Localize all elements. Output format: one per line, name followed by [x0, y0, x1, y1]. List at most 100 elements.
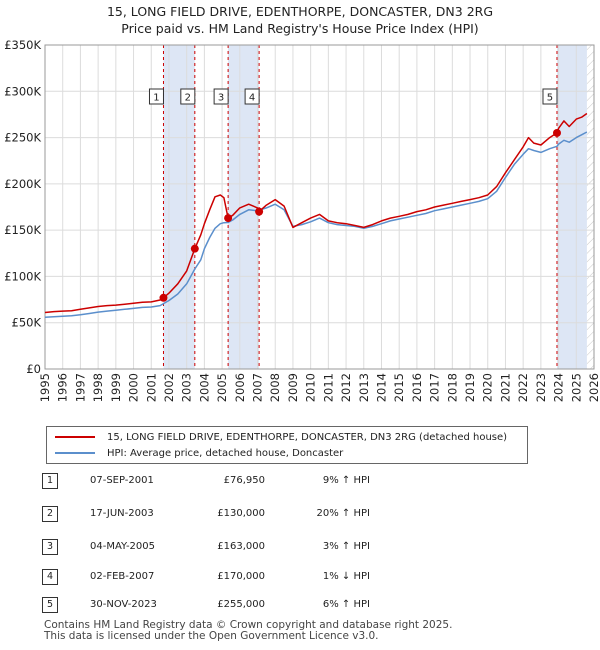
sale-label-box [244, 88, 260, 105]
sale-number-badge: 5 [42, 597, 58, 613]
sale-label: 2 [185, 93, 191, 104]
x-tick-label: 1996 [56, 373, 70, 402]
x-tick-label: 1998 [91, 373, 105, 402]
x-tick-label: 2001 [144, 373, 158, 402]
plot-frame [44, 44, 595, 370]
footer-licence: This data is licensed under the Open Gov… [44, 630, 379, 642]
legend-item-property: 15, LONG FIELD DRIVE, EDENTHORPE, DONCAS… [55, 429, 507, 445]
sale-label: 4 [249, 93, 255, 104]
sale-point [159, 293, 168, 302]
y-tick-label: £250K [4, 131, 41, 145]
sale-markers: 1 2 3 4 5 [148, 88, 561, 302]
legend-swatch-property [55, 436, 95, 438]
x-tick-label: 2020 [481, 373, 495, 402]
sale-label: 5 [547, 93, 553, 104]
title-line-1: 15, LONG FIELD DRIVE, EDENTHORPE, DONCAS… [106, 4, 494, 19]
chart-title: 15, LONG FIELD DRIVE, EDENTHORPE, DONCAS… [0, 3, 600, 37]
x-tick-label: 2006 [233, 373, 247, 402]
x-tick-label: 2007 [251, 373, 265, 402]
sale-hpi-diff: 9% ↑ HPI [322, 475, 370, 486]
x-tick-label: 2013 [357, 373, 371, 402]
sale-row: 2 17-JUN-2003 £130,000 20% ↑ HPI [0, 505, 600, 525]
sale-point [255, 207, 264, 216]
x-tick-label: 2015 [392, 373, 406, 402]
axes: £0 £50K £100K £150K £200K £250K £300K £350K 1995… [4, 38, 600, 402]
future-hatch [586, 45, 594, 369]
x-tick-label: 2011 [321, 373, 335, 402]
sale-date: 07-SEP-2001 [90, 475, 154, 486]
x-tick-label: 2004 [197, 373, 211, 402]
x-tick-label: 2014 [374, 373, 388, 402]
x-tick-label: 1997 [73, 373, 87, 402]
sale-label: 1 [153, 93, 159, 104]
sale-label-box [180, 88, 196, 105]
y-tick-label: £100K [4, 269, 41, 283]
x-tick-label: 2009 [286, 373, 300, 402]
sale-point [224, 214, 233, 223]
x-tick-label: 2018 [445, 373, 459, 402]
legend-label-property: 15, LONG FIELD DRIVE, EDENTHORPE, DONCAS… [107, 431, 508, 443]
y-tick-label: £0 [26, 362, 41, 376]
series-line-hpi [44, 131, 588, 318]
x-tick-label: 2008 [268, 373, 282, 402]
sale-number-badge: 4 [42, 569, 58, 585]
sale-date: 04-MAY-2005 [90, 541, 156, 552]
series [44, 112, 588, 318]
y-tick-label: £150K [4, 223, 41, 237]
legend-swatch-hpi [55, 452, 95, 454]
x-tick-label: 2017 [428, 373, 442, 402]
sale-label-box [542, 88, 558, 105]
legend-label-hpi: HPI: Average price, detached house, Donc… [107, 447, 344, 459]
sale-number-badge: 1 [42, 473, 58, 489]
y-tick-label: £350K [4, 38, 41, 52]
sale-row: 1 07-SEP-2001 £76,950 9% ↑ HPI [0, 472, 600, 492]
sale-price: £170,000 [217, 571, 265, 582]
sale-hpi-diff: 1% ↓ HPI [322, 571, 370, 582]
sale-price: £163,000 [217, 541, 265, 552]
series-line-property [44, 112, 588, 314]
sale-date: 30-NOV-2023 [90, 599, 157, 610]
x-tick-label: 2012 [339, 373, 353, 402]
sale-point [552, 128, 561, 137]
x-tick-label: 2002 [162, 373, 176, 402]
x-tick-label: 2003 [180, 373, 194, 402]
title-line-2: Price paid vs. HM Land Registry's House … [121, 21, 479, 36]
sale-date: 17-JUN-2003 [90, 508, 154, 519]
sale-point [190, 244, 199, 253]
sale-price: £130,000 [217, 508, 265, 519]
footer: Contains HM Land Registry data © Crown c… [44, 620, 452, 642]
x-tick-label: 2022 [516, 373, 530, 402]
sale-price: £76,950 [223, 475, 265, 486]
sale-hpi-diff: 3% ↑ HPI [322, 541, 370, 552]
x-tick-label: 2023 [534, 373, 548, 402]
sale-number-badge: 3 [42, 539, 58, 555]
x-tick-label: 1995 [38, 373, 52, 402]
sale-label-box [148, 88, 164, 105]
x-tick-label: 2005 [215, 373, 229, 402]
footer-copyright: Contains HM Land Registry data © Crown c… [44, 619, 453, 631]
legend: 15, LONG FIELD DRIVE, EDENTHORPE, DONCAS… [46, 426, 528, 464]
sale-date: 02-FEB-2007 [90, 571, 155, 582]
y-tick-label: £300K [4, 84, 41, 98]
y-tick-label: £200K [4, 177, 41, 191]
shaded-period [556, 45, 587, 369]
x-tick-label: 2026 [587, 373, 600, 402]
x-tick-label: 2025 [569, 373, 583, 402]
sale-row: 4 02-FEB-2007 £170,000 1% ↓ HPI [0, 568, 600, 588]
x-tick-label: 2021 [498, 373, 512, 402]
sale-row: 3 04-MAY-2005 £163,000 3% ↑ HPI [0, 538, 600, 558]
x-tick-label: 2024 [552, 373, 566, 402]
sale-hpi-diff: 6% ↑ HPI [322, 599, 370, 610]
grid [44, 44, 595, 370]
x-tick-label: 2010 [304, 373, 318, 402]
sale-row: 5 30-NOV-2023 £255,000 6% ↑ HPI [0, 596, 600, 616]
x-tick-label: 2000 [127, 373, 141, 402]
x-tick-label: 2016 [410, 373, 424, 402]
price-chart: £0 £50K £100K £150K £200K £250K £300K £350K 1995… [4, 38, 600, 402]
sale-price: £255,000 [217, 599, 265, 610]
sale-number-badge: 2 [42, 506, 58, 522]
x-tick-label: 1999 [109, 373, 123, 402]
sale-label: 3 [218, 93, 224, 104]
y-tick-label: £50K [12, 316, 42, 330]
sale-hpi-diff: 20% ↑ HPI [316, 508, 370, 519]
